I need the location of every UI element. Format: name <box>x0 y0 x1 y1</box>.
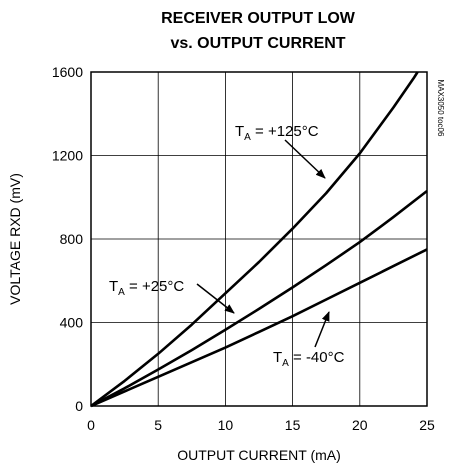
plot-frame <box>90 71 428 407</box>
x-tick-label: 15 <box>285 417 301 433</box>
x-tick-label: 20 <box>352 417 368 433</box>
x-tick-label: 0 <box>87 417 95 433</box>
x-tick-labels: 0 5 10 15 20 25 <box>87 417 435 433</box>
series-label-25c: TA = +25°C <box>109 278 184 298</box>
series-label-m40c: TA = -40°C <box>273 349 345 369</box>
series-line-25c <box>90 189 428 408</box>
series-label-125c: TA = +125°C <box>235 123 319 143</box>
series-line-m40c <box>90 248 428 408</box>
y-tick-labels: 0 400 800 1200 1600 <box>52 64 83 414</box>
chart-title-line-1: RECEIVER OUTPUT LOW <box>161 10 356 27</box>
y-tick-label: 400 <box>60 315 84 331</box>
y-tick-label: 800 <box>60 231 84 247</box>
x-tick-label: 10 <box>218 417 234 433</box>
y-tick-label: 1200 <box>52 148 83 164</box>
x-tick-label: 25 <box>419 417 435 433</box>
y-axis-label: VOLTAGE RXD (mV) <box>7 173 23 305</box>
arrow-125c <box>284 139 326 179</box>
x-axis-label: OUTPUT CURRENT (mA) <box>177 447 341 463</box>
grid <box>91 72 427 406</box>
side-note: MAX3050 toc06 <box>436 80 445 137</box>
y-tick-label: 1600 <box>52 64 83 80</box>
y-tick-label: 0 <box>75 398 83 414</box>
arrow-25c <box>196 283 235 314</box>
chart-title-line-2: vs. OUTPUT CURRENT <box>170 35 345 52</box>
arrow-m40c <box>314 311 330 348</box>
series-line-125c <box>90 71 419 408</box>
x-tick-label: 5 <box>154 417 162 433</box>
series-group <box>90 71 428 408</box>
